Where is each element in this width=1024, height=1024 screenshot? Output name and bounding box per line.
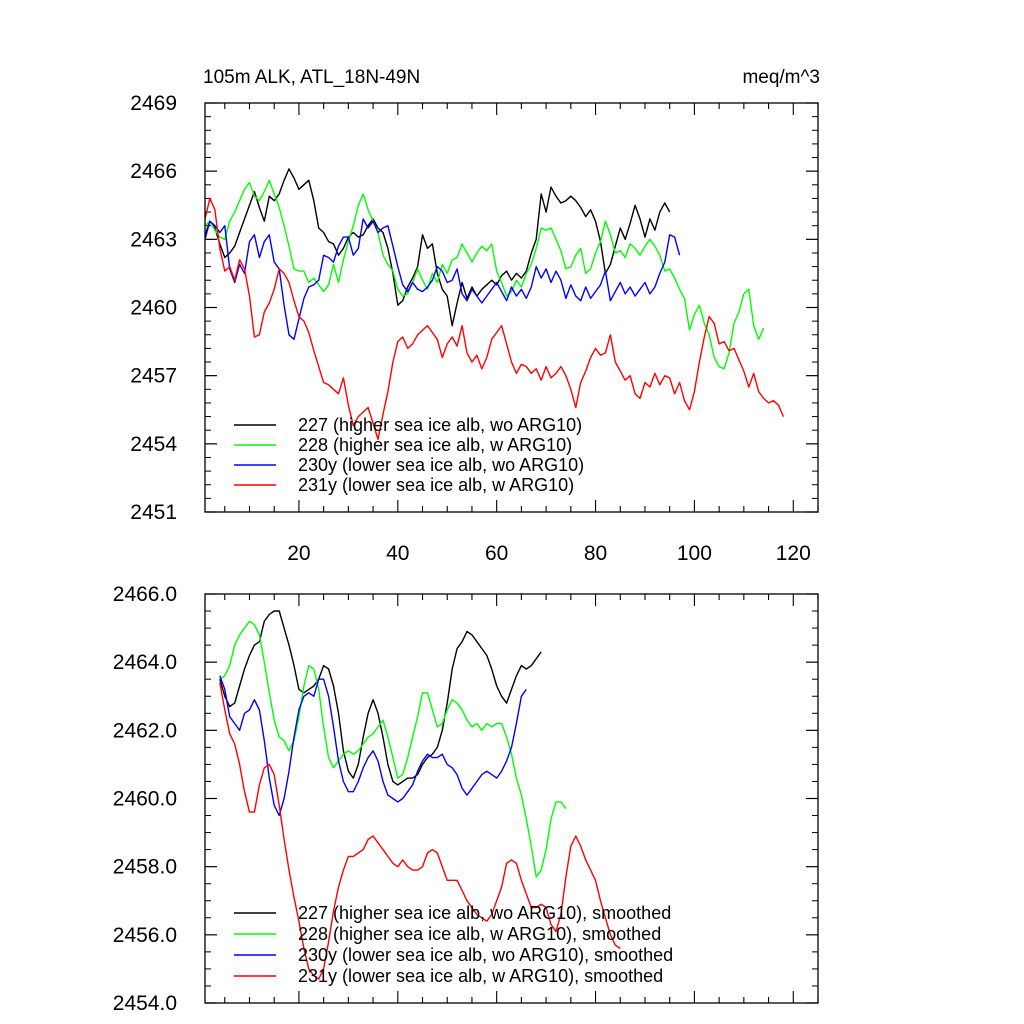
y-tick-label: 2451 (130, 501, 177, 524)
top-chart-units: meq/m^3 (742, 67, 820, 88)
y-tick-label: 2454.0 (113, 992, 177, 1015)
series-line-2 (219, 675, 527, 817)
legend-label-2: 230y (lower sea ice alb, wo ARG10), smoo… (298, 945, 673, 965)
series-line-1 (204, 179, 765, 370)
bottom-chart-panel: 2454.0 2456.0 2458.0 2460.0 2462.0 2464.0 2466… (113, 583, 819, 1015)
y-tick-label: 2464.0 (113, 651, 177, 674)
series-line-0 (219, 610, 542, 786)
legend-label-2: 230y (lower sea ice alb, wo ARG10) (298, 455, 584, 475)
legend-label-3: 231y (lower sea ice alb, w ARG10), smoot… (298, 966, 663, 986)
y-tick-label: 2466 (130, 160, 177, 183)
y-tick-label: 2462.0 (113, 719, 177, 742)
top-chart-legend: 227 (higher sea ice alb, wo ARG10)228 (h… (234, 415, 584, 495)
top-chart-frame (204, 102, 819, 513)
y-tick-label: 2466.0 (113, 583, 177, 606)
y-tick-label: 2457 (130, 365, 177, 388)
series-line-2 (204, 218, 681, 340)
legend-label-1: 228 (higher sea ice alb, w ARG10), smoot… (298, 924, 661, 944)
x-tick-label: 20 (287, 542, 310, 565)
x-tick-label: 80 (584, 542, 607, 565)
top-chart-title: 105m ALK, ATL_18N-49N (203, 67, 420, 88)
y-tick-label: 2460 (130, 297, 177, 320)
series-line-3 (204, 197, 785, 440)
y-tick-label: 2469 (130, 92, 177, 115)
y-tick-label: 2458.0 (113, 856, 177, 879)
x-tick-label: 100 (677, 542, 712, 565)
series-line-1 (219, 620, 567, 878)
y-tick-label: 2460.0 (113, 788, 177, 811)
y-tick-label: 2454 (130, 433, 177, 456)
series-line-0 (204, 168, 671, 327)
bottom-chart-legend: 227 (higher sea ice alb, wo ARG10), smoo… (234, 903, 673, 986)
bottom-chart-frame (204, 593, 819, 1004)
x-tick-label: 40 (386, 542, 409, 565)
y-tick-label: 2463 (130, 228, 177, 251)
legend-label-1: 228 (higher sea ice alb, w ARG10) (298, 435, 572, 455)
top-chart-panel: 105m ALK, ATL_18N-49N meq/m^3 2451 2454 24… (130, 67, 820, 565)
legend-label-0: 227 (higher sea ice alb, wo ARG10) (298, 415, 582, 435)
series-line-3 (219, 682, 621, 980)
legend-label-0: 227 (higher sea ice alb, wo ARG10), smoo… (298, 903, 671, 923)
x-tick-label: 60 (485, 542, 508, 565)
x-tick-label: 120 (776, 542, 811, 565)
legend-label-3: 231y (lower sea ice alb, w ARG10) (298, 475, 574, 495)
y-tick-label: 2456.0 (113, 924, 177, 947)
